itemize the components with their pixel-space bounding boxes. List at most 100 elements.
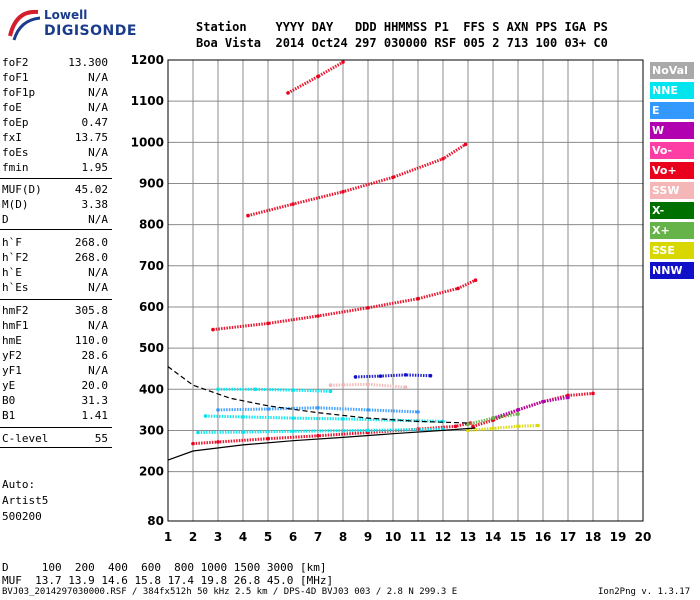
- data-point: [216, 440, 220, 444]
- data-point: [566, 395, 570, 400]
- param-row: B0 31.3: [2, 394, 108, 409]
- data-point: [453, 424, 458, 429]
- data-point: [366, 428, 370, 433]
- data-point: [403, 373, 408, 377]
- legend-item: NoVal: [650, 62, 694, 79]
- param-label: foF2: [2, 56, 29, 69]
- param-value: N/A: [88, 101, 108, 114]
- x-tick-label: 6: [289, 530, 297, 544]
- data-point: [286, 91, 290, 95]
- data-point: [291, 202, 295, 206]
- legend-item: X+: [650, 222, 694, 239]
- x-tick-label: 3: [214, 530, 222, 544]
- digisonde-logo-icon: [8, 9, 41, 41]
- data-point: [403, 385, 408, 390]
- param-row: hmE 110.0: [2, 334, 108, 349]
- param-label: MUF(D): [2, 183, 42, 196]
- data-point: [353, 375, 358, 379]
- trace-sse: [467, 424, 539, 432]
- x-tick-label: 7: [314, 530, 322, 544]
- param-separator: [0, 447, 112, 448]
- param-value: 110.0: [74, 334, 108, 347]
- param-label: D: [2, 213, 9, 226]
- autoscaling-info: Auto:: [2, 478, 36, 491]
- data-point: [316, 314, 320, 318]
- param-label: foEs: [2, 146, 29, 159]
- param-label: fxI: [2, 131, 22, 144]
- legend-item: NNW: [650, 262, 694, 279]
- trace-vo+: [247, 143, 467, 218]
- param-label: yE: [2, 379, 16, 392]
- trace-w: [492, 396, 569, 420]
- data-point: [416, 296, 420, 301]
- y-tick-label: 900: [139, 176, 164, 190]
- param-label: B0: [2, 394, 16, 407]
- data-point: [341, 189, 345, 194]
- param-label: foF1: [2, 71, 29, 84]
- legend-item: W: [650, 122, 694, 139]
- param-label: h`F2: [2, 251, 29, 264]
- param-label: foF1p: [2, 86, 36, 99]
- data-point: [491, 416, 495, 420]
- y-tick-label: 1200: [131, 53, 164, 67]
- param-row: h`Es N/A: [2, 281, 108, 296]
- legend-item: X-: [650, 202, 694, 219]
- y-tick-label: 1100: [131, 94, 164, 108]
- x-tick-label: 9: [364, 530, 372, 544]
- param-value: 3.38: [81, 198, 109, 211]
- autoscaling-info: 500200: [2, 510, 42, 523]
- header-values: Boa Vista 2014 Oct24 297 030000 RSF 005 …: [196, 36, 608, 50]
- data-point: [246, 213, 250, 218]
- x-tick-label: 18: [585, 530, 602, 544]
- data-point: [253, 387, 258, 392]
- param-label: h`E: [2, 266, 22, 279]
- legend-item: SSW: [650, 182, 694, 199]
- distance-row: D 100 200 400 600 800 1000 1500 3000 [km…: [2, 561, 327, 574]
- param-row: foEp 0.47: [2, 116, 108, 131]
- x-tick-label: 4: [239, 530, 247, 544]
- data-point: [216, 387, 220, 392]
- legend: NoVal NNE E W Vo- Vo+ SSW X- X+ SSE NNW: [650, 62, 694, 282]
- muf-row: MUF 13.7 13.9 14.6 15.8 17.4 19.8 26.8 4…: [2, 574, 334, 587]
- logo: Lowell DIGISONDE: [4, 6, 136, 46]
- param-value: N/A: [88, 281, 108, 294]
- legend-item: NNE: [650, 82, 694, 99]
- param-label: C-level: [2, 432, 49, 445]
- param-label: hmE: [2, 334, 22, 347]
- data-point: [391, 175, 395, 180]
- param-value: 13.75: [74, 131, 108, 144]
- param-value: N/A: [88, 146, 108, 159]
- param-value: 28.6: [81, 349, 109, 362]
- data-point: [316, 406, 320, 410]
- profile-curve-dashed: [167, 366, 469, 424]
- data-point: [316, 74, 320, 79]
- param-row: foF1 N/A: [2, 71, 108, 86]
- data-point: [516, 408, 520, 412]
- param-row: M(D) 3.38: [2, 198, 108, 213]
- header-labels: Station YYYY DAY DDD HHMMSS P1 FFS S AXN…: [196, 20, 608, 34]
- y-tick-label: 700: [139, 259, 164, 273]
- param-label: foE: [2, 101, 22, 114]
- y-tick-label: 600: [139, 300, 164, 314]
- x-tick-label: 8: [339, 530, 347, 544]
- logo-digisonde-text: DIGISONDE: [44, 23, 137, 39]
- data-point: [291, 429, 295, 434]
- param-row: h`F 268.0: [2, 236, 108, 251]
- trace-vo+: [192, 421, 471, 446]
- param-value: 0.47: [81, 116, 109, 129]
- param-row: h`F2 268.0: [2, 251, 108, 266]
- data-point: [341, 60, 345, 64]
- legend-item: Vo+: [650, 162, 694, 179]
- param-value: N/A: [88, 266, 108, 279]
- data-point: [366, 305, 370, 310]
- trace-vo+: [472, 391, 594, 428]
- x-tick-label: 1: [164, 530, 172, 544]
- y-tick-label: 200: [139, 465, 164, 479]
- param-row: C-level 55: [2, 432, 108, 447]
- data-point: [378, 374, 383, 378]
- data-point: [428, 373, 433, 378]
- data-point: [491, 426, 495, 431]
- x-tick-label: 12: [435, 530, 452, 544]
- data-point: [536, 423, 540, 428]
- profile-curve-solid: [167, 427, 476, 461]
